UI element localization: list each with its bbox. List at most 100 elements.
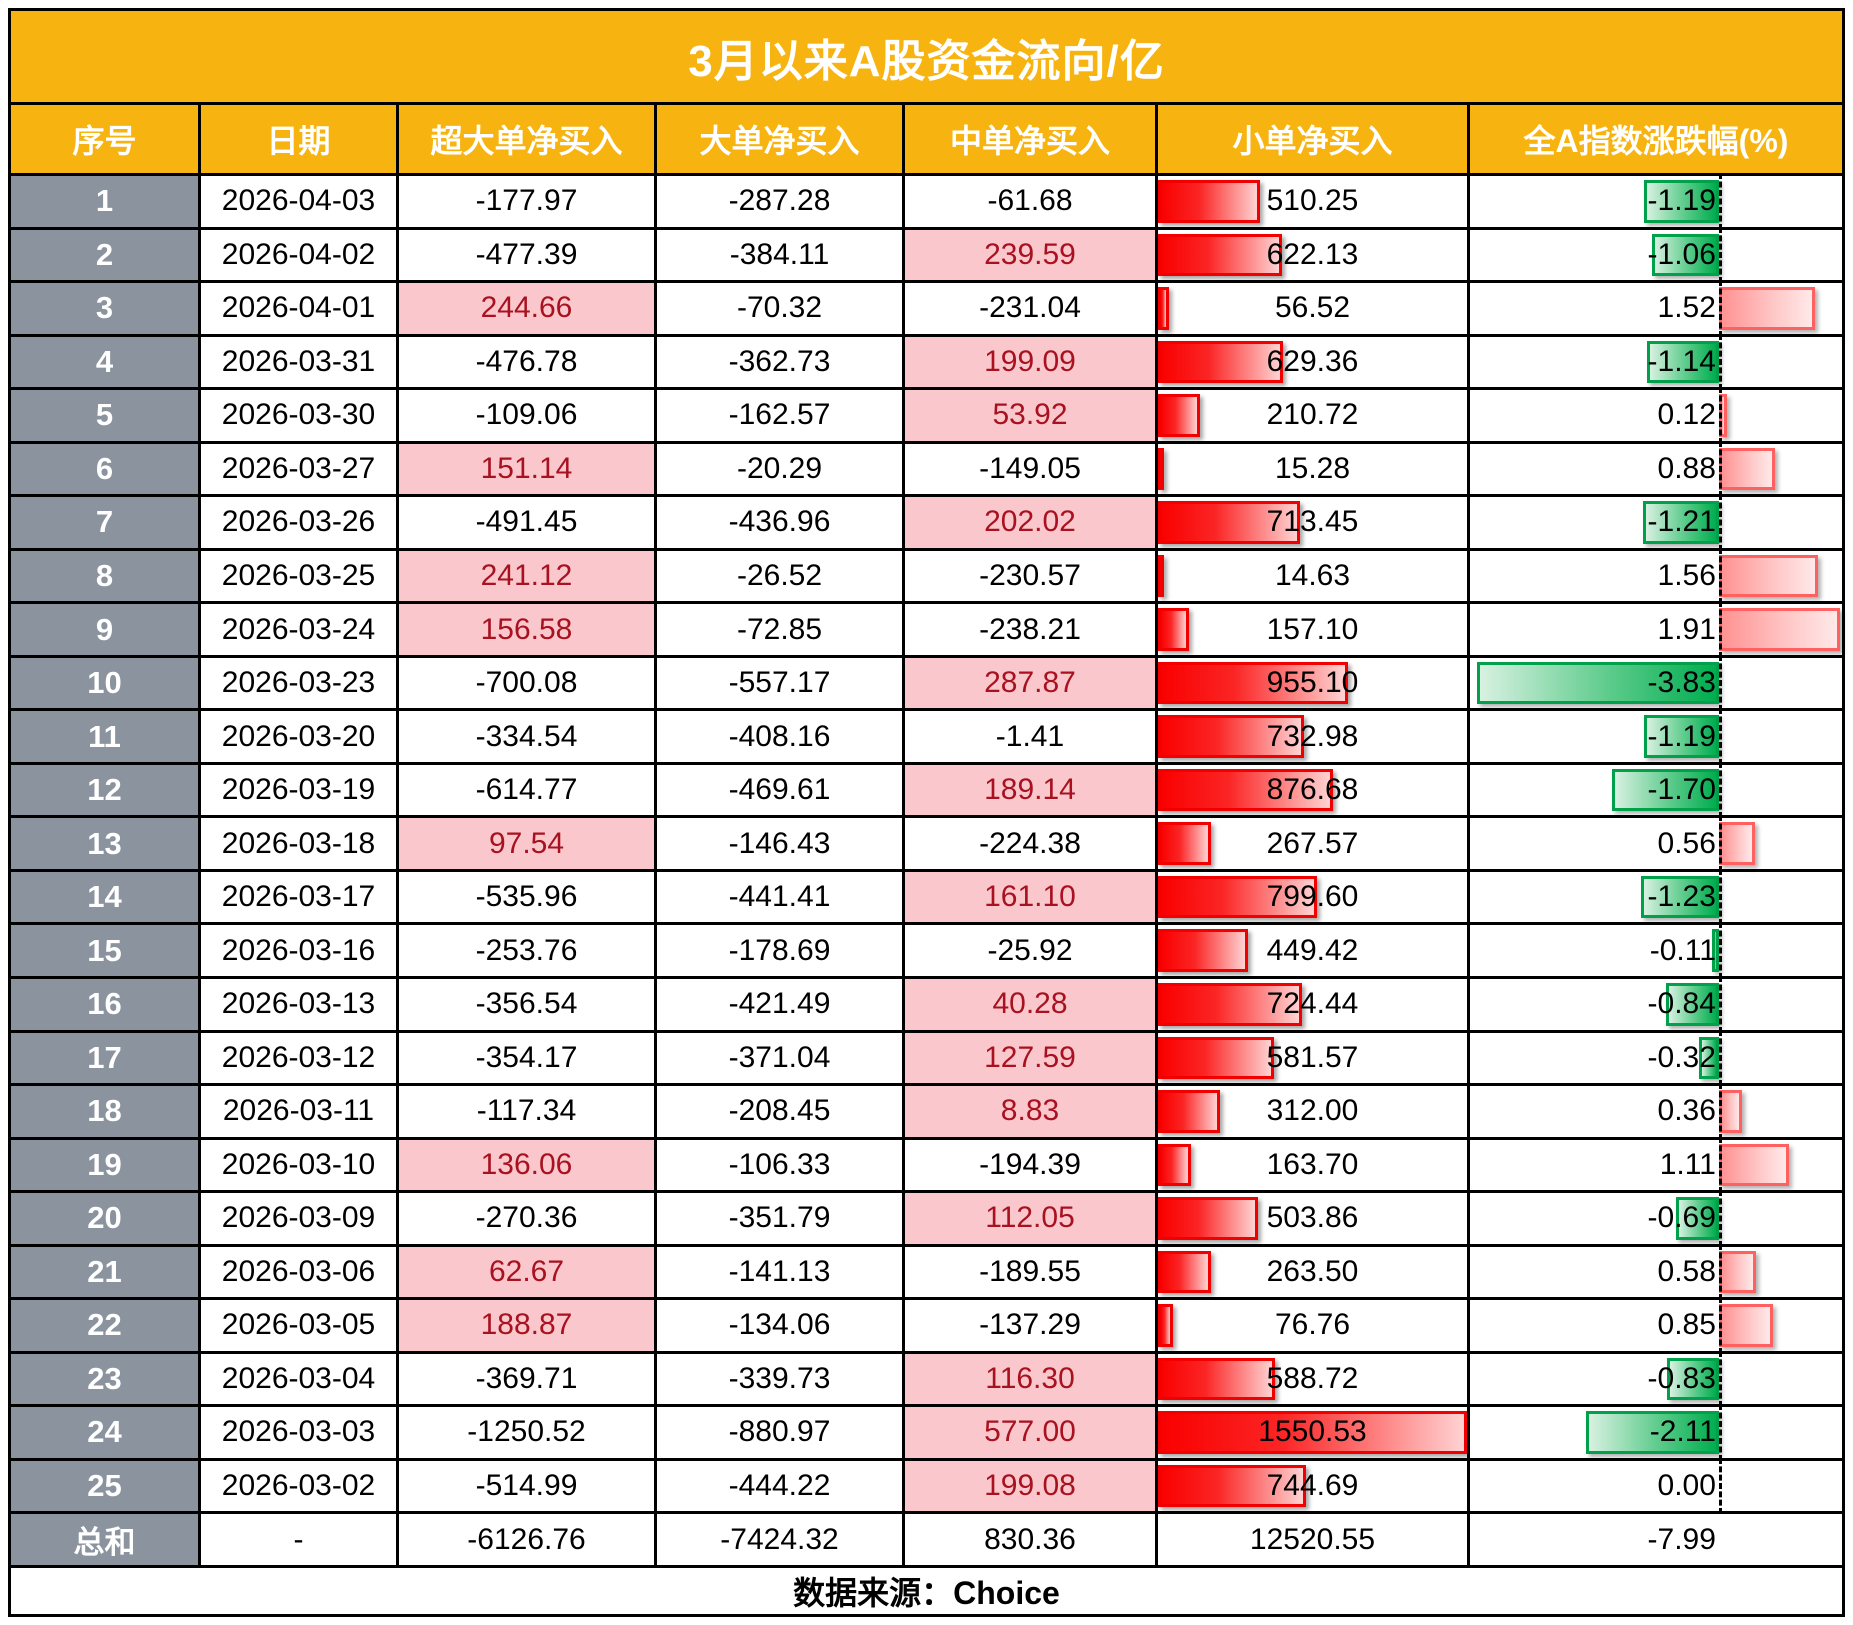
date-cell: 2026-03-10 — [201, 1139, 399, 1191]
large-cell-value: -351.79 — [728, 1201, 831, 1235]
zero-axis-line — [1719, 280, 1723, 337]
mid-cell: -1.41 — [905, 711, 1158, 762]
change-databar-negative — [1652, 233, 1720, 277]
table-body: 1 2026-04-03 -177.97 -287.28 -61.68 510.25 -1.… — [11, 173, 1842, 1568]
small-cell: 713.45 — [1158, 497, 1470, 548]
super-large-cell-value: -356.54 — [475, 987, 578, 1021]
mid-cell: 287.87 — [905, 657, 1158, 709]
large-cell-value: -178.69 — [728, 933, 831, 967]
large-cell: -444.22 — [657, 1460, 905, 1512]
super-large-cell-value: -117.34 — [476, 1094, 577, 1128]
zero-axis-line — [1719, 494, 1723, 551]
super-large-cell-value: 151.14 — [480, 451, 573, 485]
table-row: 13 2026-03-18 97.54 -146.43 -224.38 267.57 0.5… — [11, 815, 1842, 872]
seq-cell-value: 25 — [87, 1468, 122, 1504]
column-header-5: 小单净买入 — [1158, 105, 1470, 173]
super-large-cell-value: 136.06 — [480, 1147, 573, 1181]
small-cell-value: 799.60 — [1266, 880, 1359, 914]
super-large-cell: 244.66 — [399, 283, 657, 334]
mid-cell: 127.59 — [905, 1032, 1158, 1084]
change-value: -0.69 — [1647, 1201, 1716, 1235]
super-large-cell: -477.39 — [399, 229, 657, 281]
small-cell: 210.72 — [1158, 390, 1470, 441]
super-large-cell-value: -109.06 — [475, 398, 578, 432]
small-cell-value: 955.10 — [1266, 666, 1359, 700]
change-value: -3.83 — [1647, 666, 1716, 700]
mid-cell-value: -149.05 — [979, 451, 1081, 485]
super-large-cell-value: -253.76 — [475, 933, 578, 967]
chg-cell: -1.19 — [1470, 173, 1842, 230]
large-cell-value: -880.97 — [728, 1415, 831, 1449]
change-value: 1.91 — [1657, 612, 1716, 646]
super-large-cell-value: -535.96 — [475, 880, 578, 914]
mid-cell: -238.21 — [905, 604, 1158, 655]
change-databar-negative — [1666, 1357, 1720, 1401]
chg-cell: -1.23 — [1470, 868, 1842, 926]
date-cell: 2026-03-24 — [201, 604, 399, 655]
large-cell-value: -436.96 — [728, 505, 831, 539]
large-cell: -146.43 — [657, 818, 905, 869]
small-order-databar — [1158, 608, 1190, 651]
change-databar-negative — [1644, 715, 1720, 758]
super-large-cell: -117.34 — [399, 1086, 657, 1137]
date-cell: 2026-03-18 — [201, 818, 399, 869]
table-row: 23 2026-03-04 -369.71 -339.73 116.30 588.72 -0… — [11, 1350, 1842, 1408]
large-cell: -162.57 — [657, 390, 905, 441]
seq-cell-value: 17 — [87, 1039, 122, 1075]
date-cell: 2026-03-02 — [201, 1460, 399, 1512]
footer: 数据来源：Choice — [11, 1568, 1842, 1614]
date-cell-value: 2026-03-31 — [221, 344, 376, 378]
super-large-cell-value: -354.17 — [475, 1040, 578, 1074]
chg-cell: -0.11 — [1470, 922, 1842, 979]
change-value: -0.84 — [1647, 987, 1716, 1021]
mid-cell-value: -137.29 — [979, 1308, 1081, 1342]
change-value: -0.32 — [1647, 1040, 1716, 1074]
super-large-cell: 136.06 — [399, 1139, 657, 1191]
chg-cell: -1.19 — [1470, 708, 1842, 765]
zero-axis-line — [1719, 387, 1723, 444]
seq-cell-value: 20 — [87, 1200, 122, 1236]
large-cell-value: -557.17 — [728, 666, 831, 700]
small-order-databar — [1158, 501, 1301, 544]
zero-axis-line — [1719, 1457, 1723, 1515]
small-cell-value: 267.57 — [1266, 826, 1359, 860]
mid-cell: 830.36 — [905, 1514, 1158, 1565]
super-large-cell: -491.45 — [399, 497, 657, 548]
change-databar-positive — [1719, 1250, 1756, 1294]
seq-cell: 22 — [11, 1300, 201, 1351]
small-cell-value: 76.76 — [1274, 1308, 1351, 1342]
large-cell: -557.17 — [657, 657, 905, 709]
seq-cell: 21 — [11, 1246, 201, 1298]
small-cell: 449.42 — [1158, 925, 1470, 976]
super-large-cell-value: -476.78 — [475, 344, 578, 378]
super-large-cell-value: -477.39 — [475, 237, 578, 271]
mid-cell: 8.83 — [905, 1086, 1158, 1137]
change-value: -0.11 — [1649, 933, 1716, 967]
zero-axis-line — [1719, 1083, 1723, 1140]
small-cell-value: 629.36 — [1266, 344, 1359, 378]
super-large-cell: -476.78 — [399, 336, 657, 388]
seq-cell: 7 — [11, 497, 201, 548]
super-large-cell: 62.67 — [399, 1246, 657, 1298]
super-large-cell-value: 156.58 — [480, 612, 573, 646]
small-order-databar — [1158, 1250, 1211, 1294]
date-cell-value: 2026-03-26 — [221, 505, 376, 539]
zero-axis-line — [1719, 654, 1723, 712]
small-cell: 267.57 — [1158, 818, 1470, 869]
chg-cell: -1.14 — [1470, 333, 1842, 391]
super-large-cell-value: 62.67 — [488, 1254, 565, 1288]
large-cell-value: -444.22 — [728, 1469, 831, 1503]
small-order-databar — [1158, 929, 1248, 972]
mid-cell-value: 577.00 — [984, 1415, 1076, 1449]
small-cell: 503.86 — [1158, 1193, 1470, 1244]
mid-cell-value: 40.28 — [992, 987, 1068, 1021]
large-cell-value: -371.04 — [728, 1040, 831, 1074]
super-large-cell: 156.58 — [399, 604, 657, 655]
seq-cell: 17 — [11, 1032, 201, 1084]
large-cell: -26.52 — [657, 550, 905, 602]
chg-cell: 1.52 — [1470, 280, 1842, 337]
mid-cell-value: 127.59 — [984, 1040, 1076, 1074]
mid-cell-value: 287.87 — [984, 666, 1076, 700]
change-databar-negative — [1611, 768, 1720, 812]
change-databar-positive — [1719, 608, 1841, 651]
